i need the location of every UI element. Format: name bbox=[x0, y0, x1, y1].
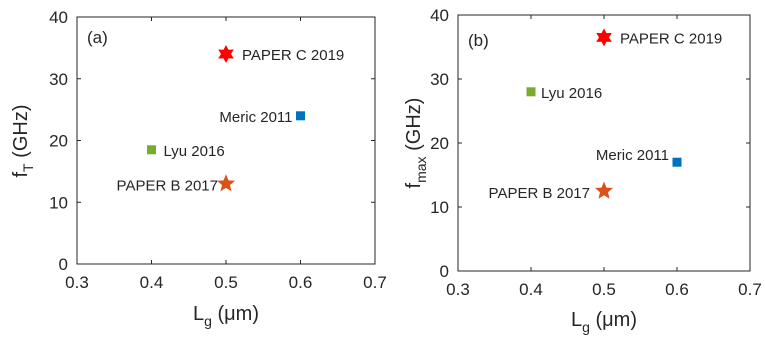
y-axis-label: fT (GHz) bbox=[10, 104, 36, 177]
x-tick-label: 0.7 bbox=[363, 273, 387, 292]
y-tick-label: 40 bbox=[49, 8, 68, 27]
x-axis-label: Lg (μm) bbox=[193, 303, 259, 329]
point-label-paper-b-2017: PAPER B 2017 bbox=[117, 178, 218, 195]
point-label-meric-2011: Meric 2011 bbox=[219, 109, 292, 126]
y-tick-label: 10 bbox=[49, 193, 68, 212]
x-tick-label: 0.4 bbox=[519, 280, 543, 299]
panel-b: 0.3 0.4 0.5 0.6 0.7 0 10 20 30 40 (b) Lg (μm) fmax (… bbox=[403, 6, 762, 335]
x-tick-label: 0.6 bbox=[665, 280, 689, 299]
y-tick-label: 30 bbox=[430, 70, 449, 89]
point-label-paper-c-2019: PAPER C 2019 bbox=[242, 47, 344, 64]
x-axis-label: Lg (μm) bbox=[571, 309, 637, 335]
y-tick-label: 20 bbox=[49, 132, 68, 151]
x-tick-label: 0.6 bbox=[289, 273, 313, 292]
x-tick-label: 0.4 bbox=[140, 273, 164, 292]
x-tick-label: 0.7 bbox=[738, 280, 762, 299]
panel-tag: (a) bbox=[87, 28, 108, 47]
point-paper-c-2019 bbox=[596, 28, 612, 47]
y-tick-label: 40 bbox=[430, 6, 449, 25]
x-tick-label: 0.3 bbox=[65, 273, 89, 292]
point-paper-c-2019 bbox=[218, 45, 234, 64]
point-label-meric-2011: Meric 2011 bbox=[596, 147, 669, 164]
y-tick-label: 0 bbox=[59, 255, 68, 274]
y-axis-label: fmax (GHz) bbox=[403, 98, 429, 189]
point-lyu-2016 bbox=[147, 145, 156, 155]
point-label-paper-b-2017: PAPER B 2017 bbox=[489, 185, 590, 202]
x-tick-label: 0.3 bbox=[446, 280, 470, 299]
y-tick-label: 0 bbox=[440, 262, 449, 281]
point-label-paper-c-2019: PAPER C 2019 bbox=[620, 30, 722, 47]
point-label-lyu-2016: Lyu 2016 bbox=[541, 85, 602, 102]
point-lyu-2016 bbox=[526, 87, 536, 97]
y-tick-label: 30 bbox=[49, 70, 68, 89]
point-label-lyu-2016: Lyu 2016 bbox=[164, 143, 225, 160]
x-tick-label: 0.5 bbox=[592, 280, 616, 299]
plot-frame bbox=[457, 14, 751, 272]
panel-tag: (b) bbox=[468, 31, 489, 50]
point-paper-b-2017 bbox=[594, 181, 614, 199]
x-tick-label: 0.5 bbox=[214, 273, 238, 292]
y-tick-label: 10 bbox=[430, 198, 449, 217]
panel-a: 0.3 0.4 0.5 0.6 0.7 0 10 20 30 40 (a) Lg (μm) fT (GH… bbox=[10, 8, 387, 329]
y-tick-label: 20 bbox=[430, 134, 449, 153]
point-meric-2011 bbox=[672, 157, 682, 167]
point-meric-2011 bbox=[296, 111, 305, 121]
point-paper-b-2017 bbox=[216, 174, 236, 192]
